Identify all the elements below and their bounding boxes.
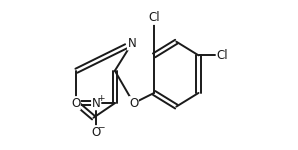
Text: O: O [129,97,138,110]
Text: N: N [92,97,100,110]
Text: Cl: Cl [148,11,160,24]
Text: O: O [91,126,101,139]
Text: +: + [97,94,105,103]
Text: N: N [128,37,136,50]
Text: Cl: Cl [217,49,228,62]
Text: O: O [71,97,80,110]
Text: −: − [97,123,105,132]
